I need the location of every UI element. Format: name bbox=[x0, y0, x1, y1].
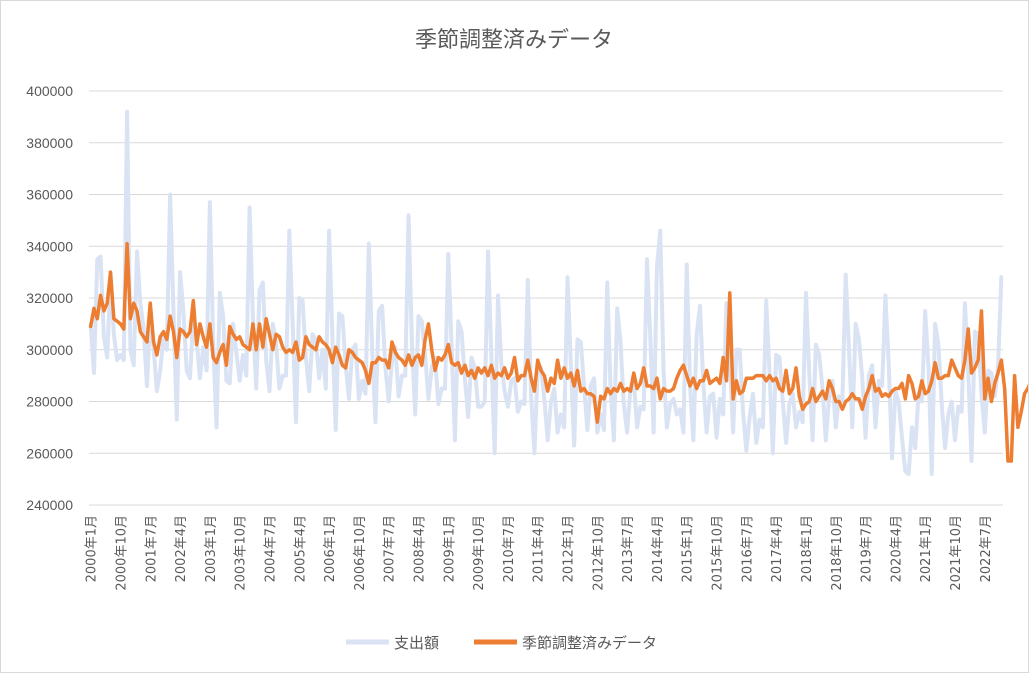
x-tick-label: 2013年7月 bbox=[621, 515, 636, 582]
chart-title: 季節調整済みデータ bbox=[415, 28, 613, 53]
x-tick-label: 2003年1月 bbox=[204, 515, 219, 582]
x-axis-ticks: 2000年1月 2000年10月 2001年7月 2002年4月 2003年1月 2003… bbox=[85, 515, 994, 591]
x-tick-label: 2018年10月 bbox=[830, 515, 845, 591]
x-tick-label: 2015年1月 bbox=[681, 515, 696, 582]
x-tick-label: 2014年4月 bbox=[651, 515, 666, 582]
x-tick-label: 2009年10月 bbox=[472, 515, 487, 591]
y-axis-ticks: 240000 260000 280000 300000 320000 340000 3600… bbox=[26, 83, 73, 513]
x-tick-label: 2020年4月 bbox=[889, 515, 904, 582]
y-tick-label: 360000 bbox=[26, 187, 73, 203]
x-tick-label: 2017年4月 bbox=[770, 515, 785, 582]
y-tick-label: 280000 bbox=[26, 394, 73, 410]
y-tick-label: 240000 bbox=[26, 497, 73, 513]
x-tick-label: 2003年10月 bbox=[234, 515, 249, 591]
y-tick-label: 340000 bbox=[26, 238, 73, 254]
x-tick-label: 2001年7月 bbox=[144, 515, 159, 582]
y-tick-label: 300000 bbox=[26, 342, 73, 358]
x-tick-label: 2012年10月 bbox=[591, 515, 606, 591]
x-tick-label: 2008年4月 bbox=[413, 515, 428, 582]
series-line-seasonally-adjusted bbox=[88, 241, 1028, 463]
legend-label-seasonally-adjusted: 季節調整済みデータ bbox=[522, 634, 657, 652]
x-tick-label: 2021年10月 bbox=[949, 515, 964, 591]
x-tick-label: 2021年1月 bbox=[919, 515, 934, 582]
x-tick-label: 2010年7月 bbox=[502, 515, 517, 582]
x-tick-label: 2016年7月 bbox=[740, 515, 755, 582]
series-lines bbox=[88, 109, 1028, 476]
legend-label-spending: 支出額 bbox=[394, 634, 439, 652]
gridlines bbox=[89, 90, 1003, 506]
x-tick-label: 2004年7月 bbox=[263, 515, 278, 582]
x-tick-label: 2000年1月 bbox=[85, 515, 100, 582]
x-tick-label: 2011年4月 bbox=[532, 515, 547, 582]
legend: 支出額 季節調整済みデータ bbox=[346, 634, 657, 652]
x-tick-label: 2006年10月 bbox=[353, 515, 368, 591]
x-tick-label: 2022年7月 bbox=[979, 515, 994, 582]
x-tick-label: 2002年4月 bbox=[174, 515, 189, 582]
x-tick-label: 2018年1月 bbox=[800, 515, 815, 582]
y-tick-label: 400000 bbox=[26, 83, 73, 99]
x-tick-label: 2005年4月 bbox=[293, 515, 308, 582]
y-tick-label: 320000 bbox=[26, 290, 73, 306]
x-tick-label: 2000年10月 bbox=[114, 515, 129, 591]
y-tick-label: 380000 bbox=[26, 135, 73, 151]
x-tick-label: 2015年10月 bbox=[711, 515, 726, 591]
x-tick-label: 2006年1月 bbox=[323, 515, 338, 582]
x-tick-label: 2007年7月 bbox=[383, 515, 398, 582]
x-tick-label: 2012年1月 bbox=[562, 515, 577, 582]
series-line-spending bbox=[88, 109, 1004, 476]
y-tick-label: 260000 bbox=[26, 445, 73, 461]
x-tick-label: 2009年1月 bbox=[442, 515, 457, 582]
x-tick-label: 2019年7月 bbox=[860, 515, 875, 582]
